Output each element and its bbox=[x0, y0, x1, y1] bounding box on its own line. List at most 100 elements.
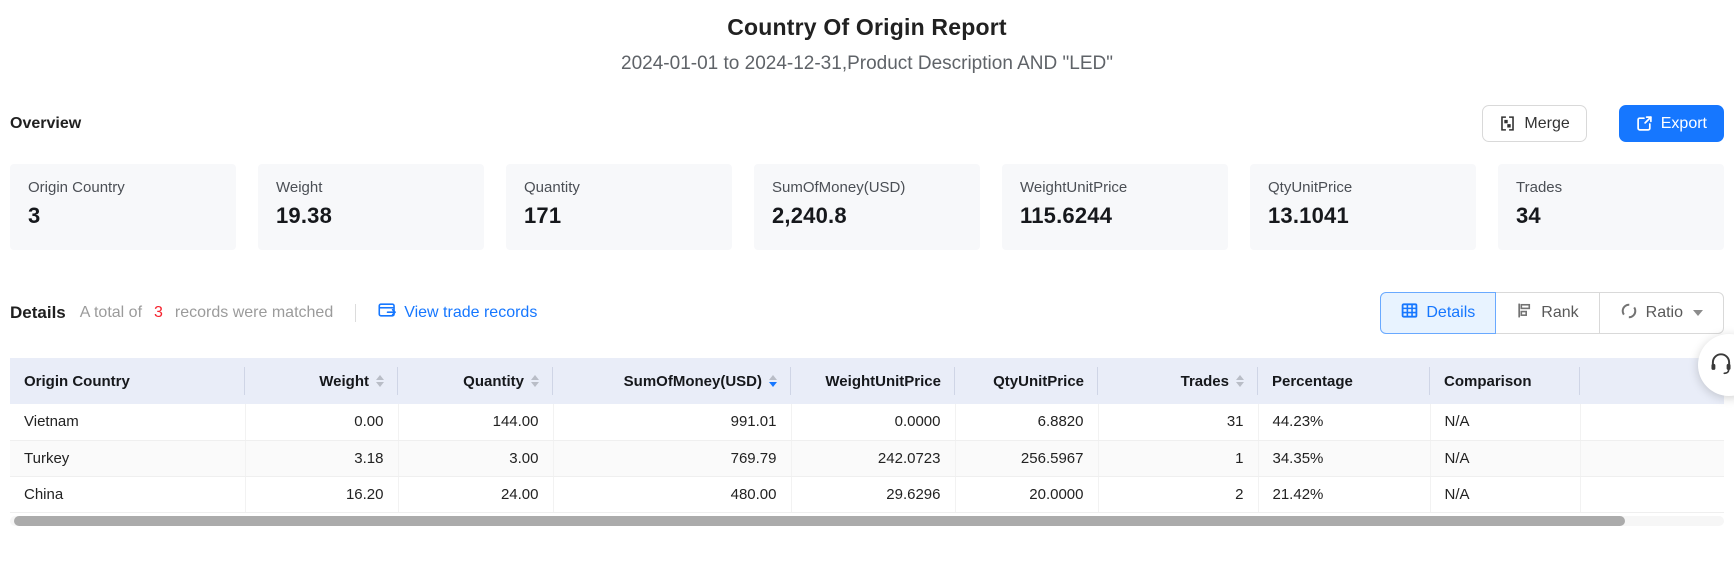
card-value: 34 bbox=[1516, 203, 1706, 229]
card-weight-unit-price: WeightUnitPrice 115.6244 bbox=[1002, 164, 1228, 250]
table-cell: 991.01 bbox=[553, 404, 791, 440]
col-header-sum-of-money[interactable]: SumOfMoney(USD) bbox=[553, 358, 791, 404]
table-cell: 31 bbox=[1098, 404, 1258, 440]
table-cell: China bbox=[10, 476, 245, 512]
page-title: Country Of Origin Report bbox=[10, 14, 1724, 41]
card-trades: Trades 34 bbox=[1498, 164, 1724, 250]
table-header-row: Origin Country Weight Quantity SumOfMone… bbox=[10, 358, 1724, 404]
card-value: 115.6244 bbox=[1020, 203, 1210, 229]
card-label: Quantity bbox=[524, 179, 714, 196]
col-header-trades[interactable]: Trades bbox=[1098, 358, 1258, 404]
sort-icon-desc-active bbox=[769, 375, 777, 387]
details-table: Origin Country Weight Quantity SumOfMone… bbox=[10, 358, 1724, 526]
trade-records-icon bbox=[378, 302, 397, 324]
table-cell: Vietnam bbox=[10, 404, 245, 440]
table-cell: N/A bbox=[1430, 476, 1580, 512]
col-header-qty-unit-price: QtyUnitPrice bbox=[955, 358, 1098, 404]
overview-bar: Overview Merge bbox=[10, 105, 1724, 142]
table-cell: 0.0000 bbox=[791, 404, 955, 440]
horizontal-scrollbar-thumb[interactable] bbox=[14, 516, 1625, 526]
report-header: Country Of Origin Report 2024-01-01 to 2… bbox=[10, 0, 1724, 75]
table-cell-filler bbox=[1580, 440, 1724, 476]
table-cell: 20.0000 bbox=[955, 476, 1098, 512]
table-cell: 242.0723 bbox=[791, 440, 955, 476]
details-bar: Details A total of 3 records were matche… bbox=[10, 292, 1724, 334]
merge-button-label: Merge bbox=[1524, 115, 1569, 133]
tab-details[interactable]: Details bbox=[1380, 292, 1496, 334]
col-header-quantity[interactable]: Quantity bbox=[398, 358, 553, 404]
table-row-china: China 16.20 24.00 480.00 29.6296 20.0000… bbox=[10, 476, 1724, 512]
table-cell: 3.18 bbox=[245, 440, 398, 476]
card-quantity: Quantity 171 bbox=[506, 164, 732, 250]
card-sum-of-money: SumOfMoney(USD) 2,240.8 bbox=[754, 164, 980, 250]
table-cell-filler bbox=[1580, 476, 1724, 512]
merge-icon bbox=[1499, 115, 1516, 132]
table-cell: 29.6296 bbox=[791, 476, 955, 512]
country-of-origin-report-page: Country Of Origin Report 2024-01-01 to 2… bbox=[0, 0, 1734, 585]
rank-icon bbox=[1516, 302, 1533, 324]
report-subtitle: 2024-01-01 to 2024-12-31,Product Descrip… bbox=[10, 53, 1724, 75]
card-value: 3 bbox=[28, 203, 218, 229]
merge-button[interactable]: Merge bbox=[1482, 105, 1586, 142]
card-value: 171 bbox=[524, 203, 714, 229]
table-cell: 34.35% bbox=[1258, 440, 1430, 476]
table-cell: 1 bbox=[1098, 440, 1258, 476]
table-cell: 144.00 bbox=[398, 404, 553, 440]
table-cell: N/A bbox=[1430, 440, 1580, 476]
tab-rank-label: Rank bbox=[1541, 304, 1578, 322]
table-cell: 3.00 bbox=[398, 440, 553, 476]
tab-details-label: Details bbox=[1426, 304, 1475, 322]
col-header-comparison: Comparison bbox=[1430, 358, 1580, 404]
summary-suffix: records were matched bbox=[175, 304, 333, 322]
summary-prefix: A total of bbox=[80, 304, 142, 322]
col-header-percentage: Percentage bbox=[1258, 358, 1430, 404]
col-header-origin-country: Origin Country bbox=[10, 358, 245, 404]
headset-icon bbox=[1708, 350, 1734, 381]
card-label: Weight bbox=[276, 179, 466, 196]
overview-actions: Merge Export bbox=[1482, 105, 1724, 142]
overview-heading: Overview bbox=[10, 115, 81, 133]
table-cell: N/A bbox=[1430, 404, 1580, 440]
col-header-weight[interactable]: Weight bbox=[245, 358, 398, 404]
table-cell: Turkey bbox=[10, 440, 245, 476]
card-label: SumOfMoney(USD) bbox=[772, 179, 962, 196]
sort-icon bbox=[376, 375, 384, 387]
card-label: Trades bbox=[1516, 179, 1706, 196]
table-row-vietnam: Vietnam 0.00 144.00 991.01 0.0000 6.8820… bbox=[10, 404, 1724, 440]
card-label: WeightUnitPrice bbox=[1020, 179, 1210, 196]
details-heading: Details bbox=[10, 303, 66, 323]
table-grid-icon bbox=[1401, 302, 1418, 324]
ratio-icon bbox=[1620, 302, 1638, 325]
card-value: 2,240.8 bbox=[772, 203, 962, 229]
chevron-down-icon bbox=[1693, 310, 1703, 316]
tab-rank[interactable]: Rank bbox=[1495, 292, 1599, 334]
card-qty-unit-price: QtyUnitPrice 13.1041 bbox=[1250, 164, 1476, 250]
horizontal-scrollbar-track bbox=[10, 516, 1724, 526]
tab-ratio[interactable]: Ratio bbox=[1599, 292, 1724, 334]
table-cell-filler bbox=[1580, 404, 1724, 440]
card-label: QtyUnitPrice bbox=[1268, 179, 1458, 196]
card-origin-country: Origin Country 3 bbox=[10, 164, 236, 250]
vertical-divider bbox=[355, 304, 356, 322]
table-cell: 24.00 bbox=[398, 476, 553, 512]
details-summary: Details A total of 3 records were matche… bbox=[10, 302, 537, 324]
table-cell: 6.8820 bbox=[955, 404, 1098, 440]
view-trade-records-label: View trade records bbox=[404, 304, 537, 322]
card-value: 13.1041 bbox=[1268, 203, 1458, 229]
table-cell: 16.20 bbox=[245, 476, 398, 512]
overview-cards: Origin Country 3 Weight 19.38 Quantity 1… bbox=[10, 164, 1724, 250]
card-label: Origin Country bbox=[28, 179, 218, 196]
table-row-turkey: Turkey 3.18 3.00 769.79 242.0723 256.596… bbox=[10, 440, 1724, 476]
card-value: 19.38 bbox=[276, 203, 466, 229]
table-cell: 0.00 bbox=[245, 404, 398, 440]
table-cell: 2 bbox=[1098, 476, 1258, 512]
matched-count: 3 bbox=[152, 304, 165, 322]
table-cell: 21.42% bbox=[1258, 476, 1430, 512]
sort-icon bbox=[1236, 375, 1244, 387]
view-trade-records-link[interactable]: View trade records bbox=[378, 302, 537, 324]
card-weight: Weight 19.38 bbox=[258, 164, 484, 250]
table-cell: 256.5967 bbox=[955, 440, 1098, 476]
export-button-label: Export bbox=[1661, 115, 1707, 133]
col-header-weight-unit-price: WeightUnitPrice bbox=[791, 358, 955, 404]
export-button[interactable]: Export bbox=[1619, 105, 1724, 142]
